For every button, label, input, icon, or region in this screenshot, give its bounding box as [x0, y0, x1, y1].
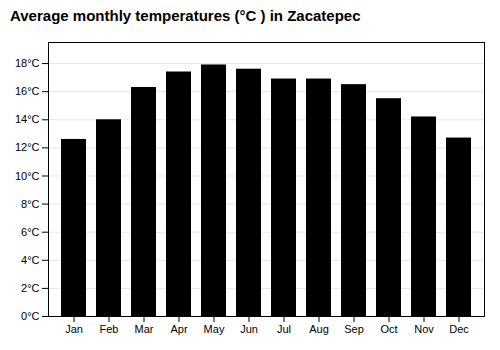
svg-text:6°C: 6°C — [21, 226, 40, 238]
svg-text:12°C: 12°C — [15, 141, 40, 153]
svg-text:Sep: Sep — [344, 323, 364, 335]
svg-text:Oct: Oct — [380, 323, 397, 335]
svg-text:2°C: 2°C — [21, 282, 40, 294]
svg-text:Feb: Feb — [100, 323, 119, 335]
svg-text:Mar: Mar — [135, 323, 154, 335]
svg-text:8°C: 8°C — [21, 198, 40, 210]
svg-text:Jan: Jan — [65, 323, 83, 335]
svg-text:Jun: Jun — [240, 323, 258, 335]
svg-text:Dec: Dec — [449, 323, 469, 335]
svg-text:10°C: 10°C — [15, 170, 40, 182]
html-text:Average monthly temperatures (: Average monthly temperatures (°C ) in Za… — [10, 7, 361, 24]
svg-text:May: May — [204, 323, 225, 335]
svg-text:18°C: 18°C — [15, 57, 40, 69]
svg-text:16°C: 16°C — [15, 85, 40, 97]
svg-text:0°C: 0°C — [21, 310, 40, 322]
svg-text:Aug: Aug — [309, 323, 329, 335]
svg-text:Jul: Jul — [277, 323, 291, 335]
svg-text:14°C: 14°C — [15, 113, 40, 125]
svg-text:Apr: Apr — [170, 323, 187, 335]
svg-text:Nov: Nov — [414, 323, 434, 335]
svg-text:4°C: 4°C — [21, 254, 40, 266]
